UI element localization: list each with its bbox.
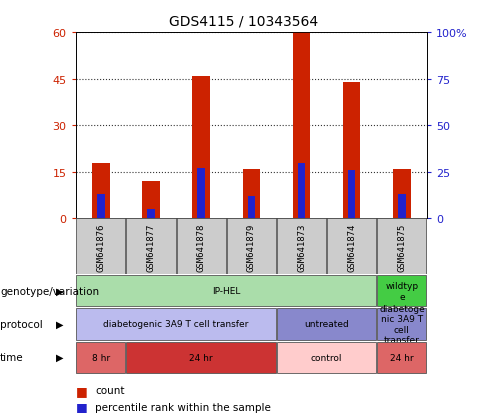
Bar [177, 219, 226, 275]
Bar [298, 163, 305, 219]
Text: ■: ■ [76, 400, 87, 413]
Bar [243, 169, 260, 219]
Bar [227, 219, 276, 275]
Bar [192, 76, 210, 219]
Bar [92, 163, 109, 219]
Text: ▶: ▶ [56, 352, 63, 362]
Bar [76, 275, 376, 307]
Bar [97, 195, 104, 219]
Text: percentile rank within the sample: percentile rank within the sample [95, 402, 271, 412]
Bar [377, 275, 427, 307]
Bar [393, 169, 411, 219]
Bar [76, 342, 125, 373]
Bar [343, 83, 361, 219]
Text: GSM641878: GSM641878 [197, 223, 205, 271]
Bar [277, 342, 376, 373]
Text: GSM641877: GSM641877 [146, 223, 156, 271]
Text: time: time [0, 352, 23, 362]
Text: protocol: protocol [0, 319, 43, 329]
Bar [377, 219, 427, 275]
Text: wildtyp
e: wildtyp e [386, 282, 419, 301]
Text: GDS4115 / 10343564: GDS4115 / 10343564 [169, 14, 319, 28]
Text: genotype/variation: genotype/variation [0, 286, 99, 296]
Bar [327, 219, 376, 275]
Bar [126, 219, 176, 275]
Bar [76, 219, 125, 275]
Text: count: count [95, 385, 124, 395]
Text: GSM641873: GSM641873 [297, 223, 306, 271]
Bar [76, 309, 276, 340]
Text: GSM641874: GSM641874 [347, 223, 356, 271]
Text: ▶: ▶ [56, 319, 63, 329]
Text: IP-HEL: IP-HEL [212, 287, 241, 296]
Text: diabetoge
nic 3A9 T
cell
transfer: diabetoge nic 3A9 T cell transfer [379, 304, 425, 344]
Bar [293, 33, 310, 219]
Text: GSM641879: GSM641879 [247, 223, 256, 271]
Bar [348, 171, 355, 219]
Bar [277, 309, 376, 340]
Text: control: control [311, 353, 343, 362]
Text: GSM641875: GSM641875 [397, 223, 407, 271]
Bar [142, 182, 160, 219]
Bar [126, 342, 276, 373]
Text: 24 hr: 24 hr [189, 353, 213, 362]
Bar [197, 169, 205, 219]
Bar [247, 197, 255, 219]
Text: untreated: untreated [304, 320, 349, 329]
Text: 24 hr: 24 hr [390, 353, 414, 362]
Bar [377, 342, 427, 373]
Text: ■: ■ [76, 384, 87, 397]
Text: diabetogenic 3A9 T cell transfer: diabetogenic 3A9 T cell transfer [103, 320, 249, 329]
Text: 8 hr: 8 hr [92, 353, 110, 362]
Text: GSM641876: GSM641876 [96, 223, 105, 271]
Bar [377, 309, 427, 340]
Text: ▶: ▶ [56, 286, 63, 296]
Bar [398, 195, 406, 219]
Bar [147, 210, 155, 219]
Bar [277, 219, 326, 275]
